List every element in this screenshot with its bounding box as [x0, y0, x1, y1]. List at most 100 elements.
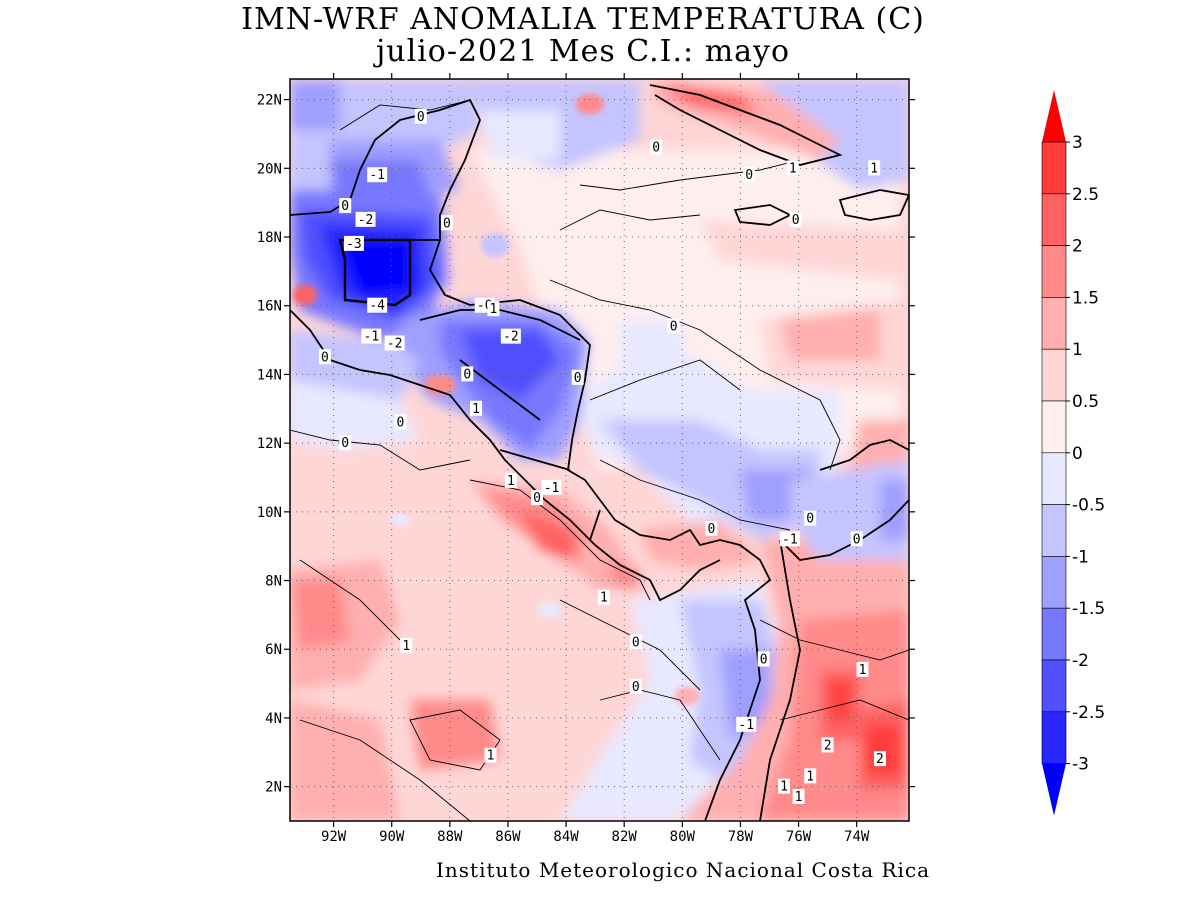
contour-label: 2: [821, 737, 834, 753]
contour-label-text: -1: [544, 481, 560, 496]
contour-label-text: 1: [870, 161, 878, 176]
contour-label: 1: [469, 400, 482, 417]
contour-label-text: 0: [321, 350, 329, 365]
contour-label-bg: [868, 160, 881, 176]
contour-label: 0: [318, 349, 331, 365]
contour-label-text: 0: [652, 141, 660, 156]
contour-label-text: -2: [387, 337, 403, 352]
contour-label-bg: [804, 510, 817, 526]
contour-label: 0: [531, 490, 544, 506]
contour-label-bg: [500, 328, 521, 344]
lat-tick-label: 4N: [265, 711, 282, 727]
contour-label-bg: [318, 349, 331, 365]
contour-label-text: 1: [789, 161, 797, 176]
contour-label-text: 0: [341, 436, 349, 451]
contour-label-bg: [531, 490, 544, 506]
colorbar-label: -0.5: [1072, 496, 1105, 516]
contour-label-text: -2: [503, 330, 519, 345]
contour-label-bg: [778, 778, 791, 794]
colorbar-label: 2.5: [1072, 185, 1099, 205]
contour-label-text: 0: [632, 635, 640, 650]
contour-label-bg: [792, 788, 805, 804]
lon-tick-label: 92W: [321, 829, 347, 845]
contour-label-bg: [469, 400, 482, 416]
map-title: IMN-WRF ANOMALIA TEMPERATURA (C): [241, 2, 925, 37]
lon-tick-label: 84W: [553, 829, 579, 845]
colorbar-segment: [1041, 245, 1067, 298]
contour-label: 0: [705, 521, 718, 537]
contour-label-text: -4: [369, 299, 385, 314]
lat-tick-label: 20N: [257, 161, 282, 177]
contour-label-text: 0: [760, 653, 768, 668]
contour-label-bg: [789, 211, 802, 227]
contour-label-bg: [850, 531, 863, 547]
contour-label-text: 0: [533, 491, 541, 506]
contour-label-bg: [504, 472, 517, 488]
map-frame: [289, 78, 910, 822]
contour-label-text: 2: [824, 738, 832, 753]
colorbar-label: -1.5: [1072, 599, 1105, 619]
contour-label-bg: [414, 108, 427, 124]
contour-label: -1: [541, 479, 562, 496]
contour-label-bg: [339, 435, 352, 451]
contour-label-bg: [757, 651, 770, 667]
contour-label: 0: [743, 167, 756, 183]
lat-tick-label: 6N: [265, 642, 282, 658]
lat-tick-label: 16N: [257, 299, 282, 315]
colorbar-segment: [1041, 452, 1067, 505]
colorbar-segment: [1041, 141, 1067, 195]
coastlines: [290, 84, 909, 821]
contour-label-bg: [541, 479, 562, 495]
contour-label-text: 1: [795, 790, 803, 805]
contour-label-text: 1: [806, 769, 814, 784]
contour-label-bg: [821, 737, 834, 753]
map-subtitle: julio-2021 Mes C.I.: mayo: [375, 34, 791, 69]
lon-tick-label: 88W: [437, 829, 463, 845]
contour-label-bg: [367, 297, 388, 313]
lat-tick-label: 10N: [257, 505, 282, 521]
contour-label: 0: [650, 139, 663, 156]
contour-label-text: -1: [369, 168, 385, 183]
lon-tick-label: 74W: [844, 829, 870, 845]
lon-tick-label: 86W: [495, 829, 521, 845]
contour-label-bg: [786, 160, 799, 176]
contour-label-text: 1: [472, 402, 480, 417]
lat-tick-label: 18N: [257, 230, 282, 246]
contour-label-bg: [355, 211, 376, 227]
colorbar: 3 2.5 2 1.5 1 0.5 0 -0.5 -1 -1.5 -2 -2.5 -3: [1041, 90, 1105, 816]
contour-label-bg: [487, 301, 500, 317]
colorbar-max-arrow: [1042, 90, 1066, 142]
contour-label-bg: [667, 318, 680, 334]
contour-label: 0: [850, 531, 863, 547]
contour-label: 1: [487, 301, 500, 317]
contour-label-text: 0: [397, 416, 405, 431]
colorbar-segment: [1041, 711, 1067, 764]
colorbar-label: 0: [1072, 444, 1083, 464]
contour-label-text: -3: [346, 237, 362, 252]
contour-label-bg: [461, 366, 474, 382]
contour-label: 0: [789, 211, 802, 228]
contour-label-bg: [394, 414, 407, 430]
contour-label-bg: [343, 235, 364, 251]
colorbar-segment: [1041, 400, 1067, 454]
contour-label: -2: [384, 335, 405, 352]
lon-tick-label: 76W: [786, 829, 812, 845]
contour-label-bg: [571, 369, 584, 385]
contour-label-bg: [873, 751, 886, 767]
contour-label-bg: [629, 679, 642, 695]
contour-label-text: 0: [443, 216, 451, 231]
contour-label: 1: [778, 778, 791, 795]
contour-label-text: 0: [806, 512, 814, 527]
contour-label-text: 0: [463, 367, 471, 382]
contour-label-bg: [484, 747, 497, 763]
contour-label: 0: [571, 369, 584, 386]
colorbar-segment: [1041, 607, 1067, 661]
contour-label: 0: [804, 510, 817, 527]
contour-label-bg: [367, 167, 388, 183]
contour-label-text: 0: [745, 168, 753, 183]
footer-credit: Instituto Meteorologico Nacional Costa R…: [436, 858, 931, 882]
contour-label-bg: [339, 198, 352, 214]
colorbar-label: -2: [1072, 651, 1089, 671]
